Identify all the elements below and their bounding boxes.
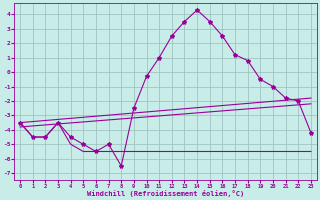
X-axis label: Windchill (Refroidissement éolien,°C): Windchill (Refroidissement éolien,°C) [87,190,244,197]
